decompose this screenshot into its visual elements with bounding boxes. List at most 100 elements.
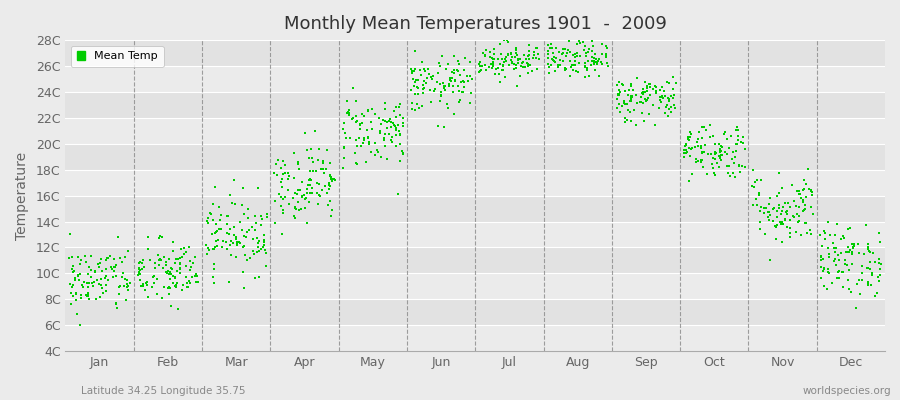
Bar	[66, 325, 885, 351]
Point	[339, 134, 354, 141]
Point	[256, 231, 271, 238]
Point	[773, 219, 788, 225]
Point	[443, 75, 457, 82]
Point	[478, 53, 492, 60]
Point	[814, 274, 828, 281]
Point	[410, 91, 425, 98]
Point	[63, 230, 77, 237]
Point	[590, 60, 604, 66]
Point	[393, 112, 408, 118]
Point	[558, 65, 572, 72]
Point	[166, 238, 180, 245]
Point	[349, 160, 364, 167]
Point	[256, 239, 271, 245]
Point	[635, 89, 650, 96]
Point	[770, 221, 784, 228]
Point	[791, 219, 806, 225]
Point	[832, 274, 846, 281]
Point	[407, 83, 421, 89]
Point	[133, 270, 148, 277]
Point	[101, 277, 115, 284]
Point	[712, 152, 726, 159]
Point	[389, 104, 403, 110]
Point	[239, 229, 254, 235]
Point	[788, 198, 802, 204]
Point	[71, 271, 86, 278]
Legend: Mean Temp: Mean Temp	[71, 46, 164, 67]
Point	[612, 101, 626, 108]
Point	[176, 282, 190, 288]
Point	[543, 45, 557, 52]
Point	[452, 61, 466, 68]
Point	[695, 149, 709, 155]
Point	[491, 71, 506, 78]
Point	[82, 296, 96, 302]
Point	[640, 88, 654, 94]
Point	[207, 266, 221, 272]
Point	[814, 254, 828, 260]
Point	[300, 147, 314, 154]
Point	[464, 76, 479, 83]
Point	[567, 54, 581, 60]
Point	[541, 61, 555, 68]
Point	[110, 305, 124, 311]
Point	[236, 244, 250, 251]
Point	[842, 249, 856, 255]
Point	[523, 62, 537, 69]
Point	[323, 160, 338, 166]
Text: Latitude 34.25 Longitude 35.75: Latitude 34.25 Longitude 35.75	[81, 386, 246, 396]
Point	[804, 231, 818, 238]
Point	[292, 166, 306, 172]
Point	[74, 295, 88, 301]
Point	[714, 143, 728, 149]
Point	[190, 273, 204, 279]
Point	[835, 284, 850, 290]
Point	[521, 61, 535, 67]
Point	[821, 266, 835, 272]
Point	[105, 274, 120, 281]
Point	[815, 268, 830, 274]
Point	[838, 261, 852, 267]
Point	[392, 121, 406, 128]
Point	[221, 279, 236, 286]
Point	[88, 269, 103, 276]
Point	[338, 130, 352, 136]
Point	[570, 53, 584, 59]
Point	[134, 283, 148, 289]
Point	[363, 140, 377, 147]
Point	[657, 93, 671, 99]
Point	[150, 252, 165, 258]
Point	[513, 56, 527, 62]
Point	[544, 41, 558, 47]
Point	[549, 54, 563, 61]
Point	[208, 230, 222, 236]
Point	[861, 241, 876, 248]
Point	[183, 266, 197, 273]
Point	[438, 83, 453, 90]
Point	[310, 157, 325, 163]
Point	[781, 199, 796, 206]
Point	[109, 262, 123, 268]
Point	[732, 163, 746, 169]
Point	[316, 160, 330, 166]
Point	[757, 210, 771, 216]
Point	[338, 145, 352, 151]
Point	[766, 218, 780, 225]
Point	[297, 130, 311, 136]
Point	[734, 163, 749, 169]
Point	[98, 275, 112, 281]
Point	[845, 241, 859, 248]
Point	[302, 168, 317, 174]
Point	[444, 78, 458, 84]
Point	[233, 239, 248, 246]
Point	[118, 253, 132, 260]
Point	[408, 91, 422, 98]
Point	[799, 230, 814, 236]
Point	[76, 284, 90, 291]
Point	[250, 249, 265, 255]
Point	[407, 83, 421, 90]
Point	[69, 291, 84, 298]
Point	[797, 206, 812, 212]
Point	[169, 282, 184, 288]
Point	[486, 56, 500, 62]
